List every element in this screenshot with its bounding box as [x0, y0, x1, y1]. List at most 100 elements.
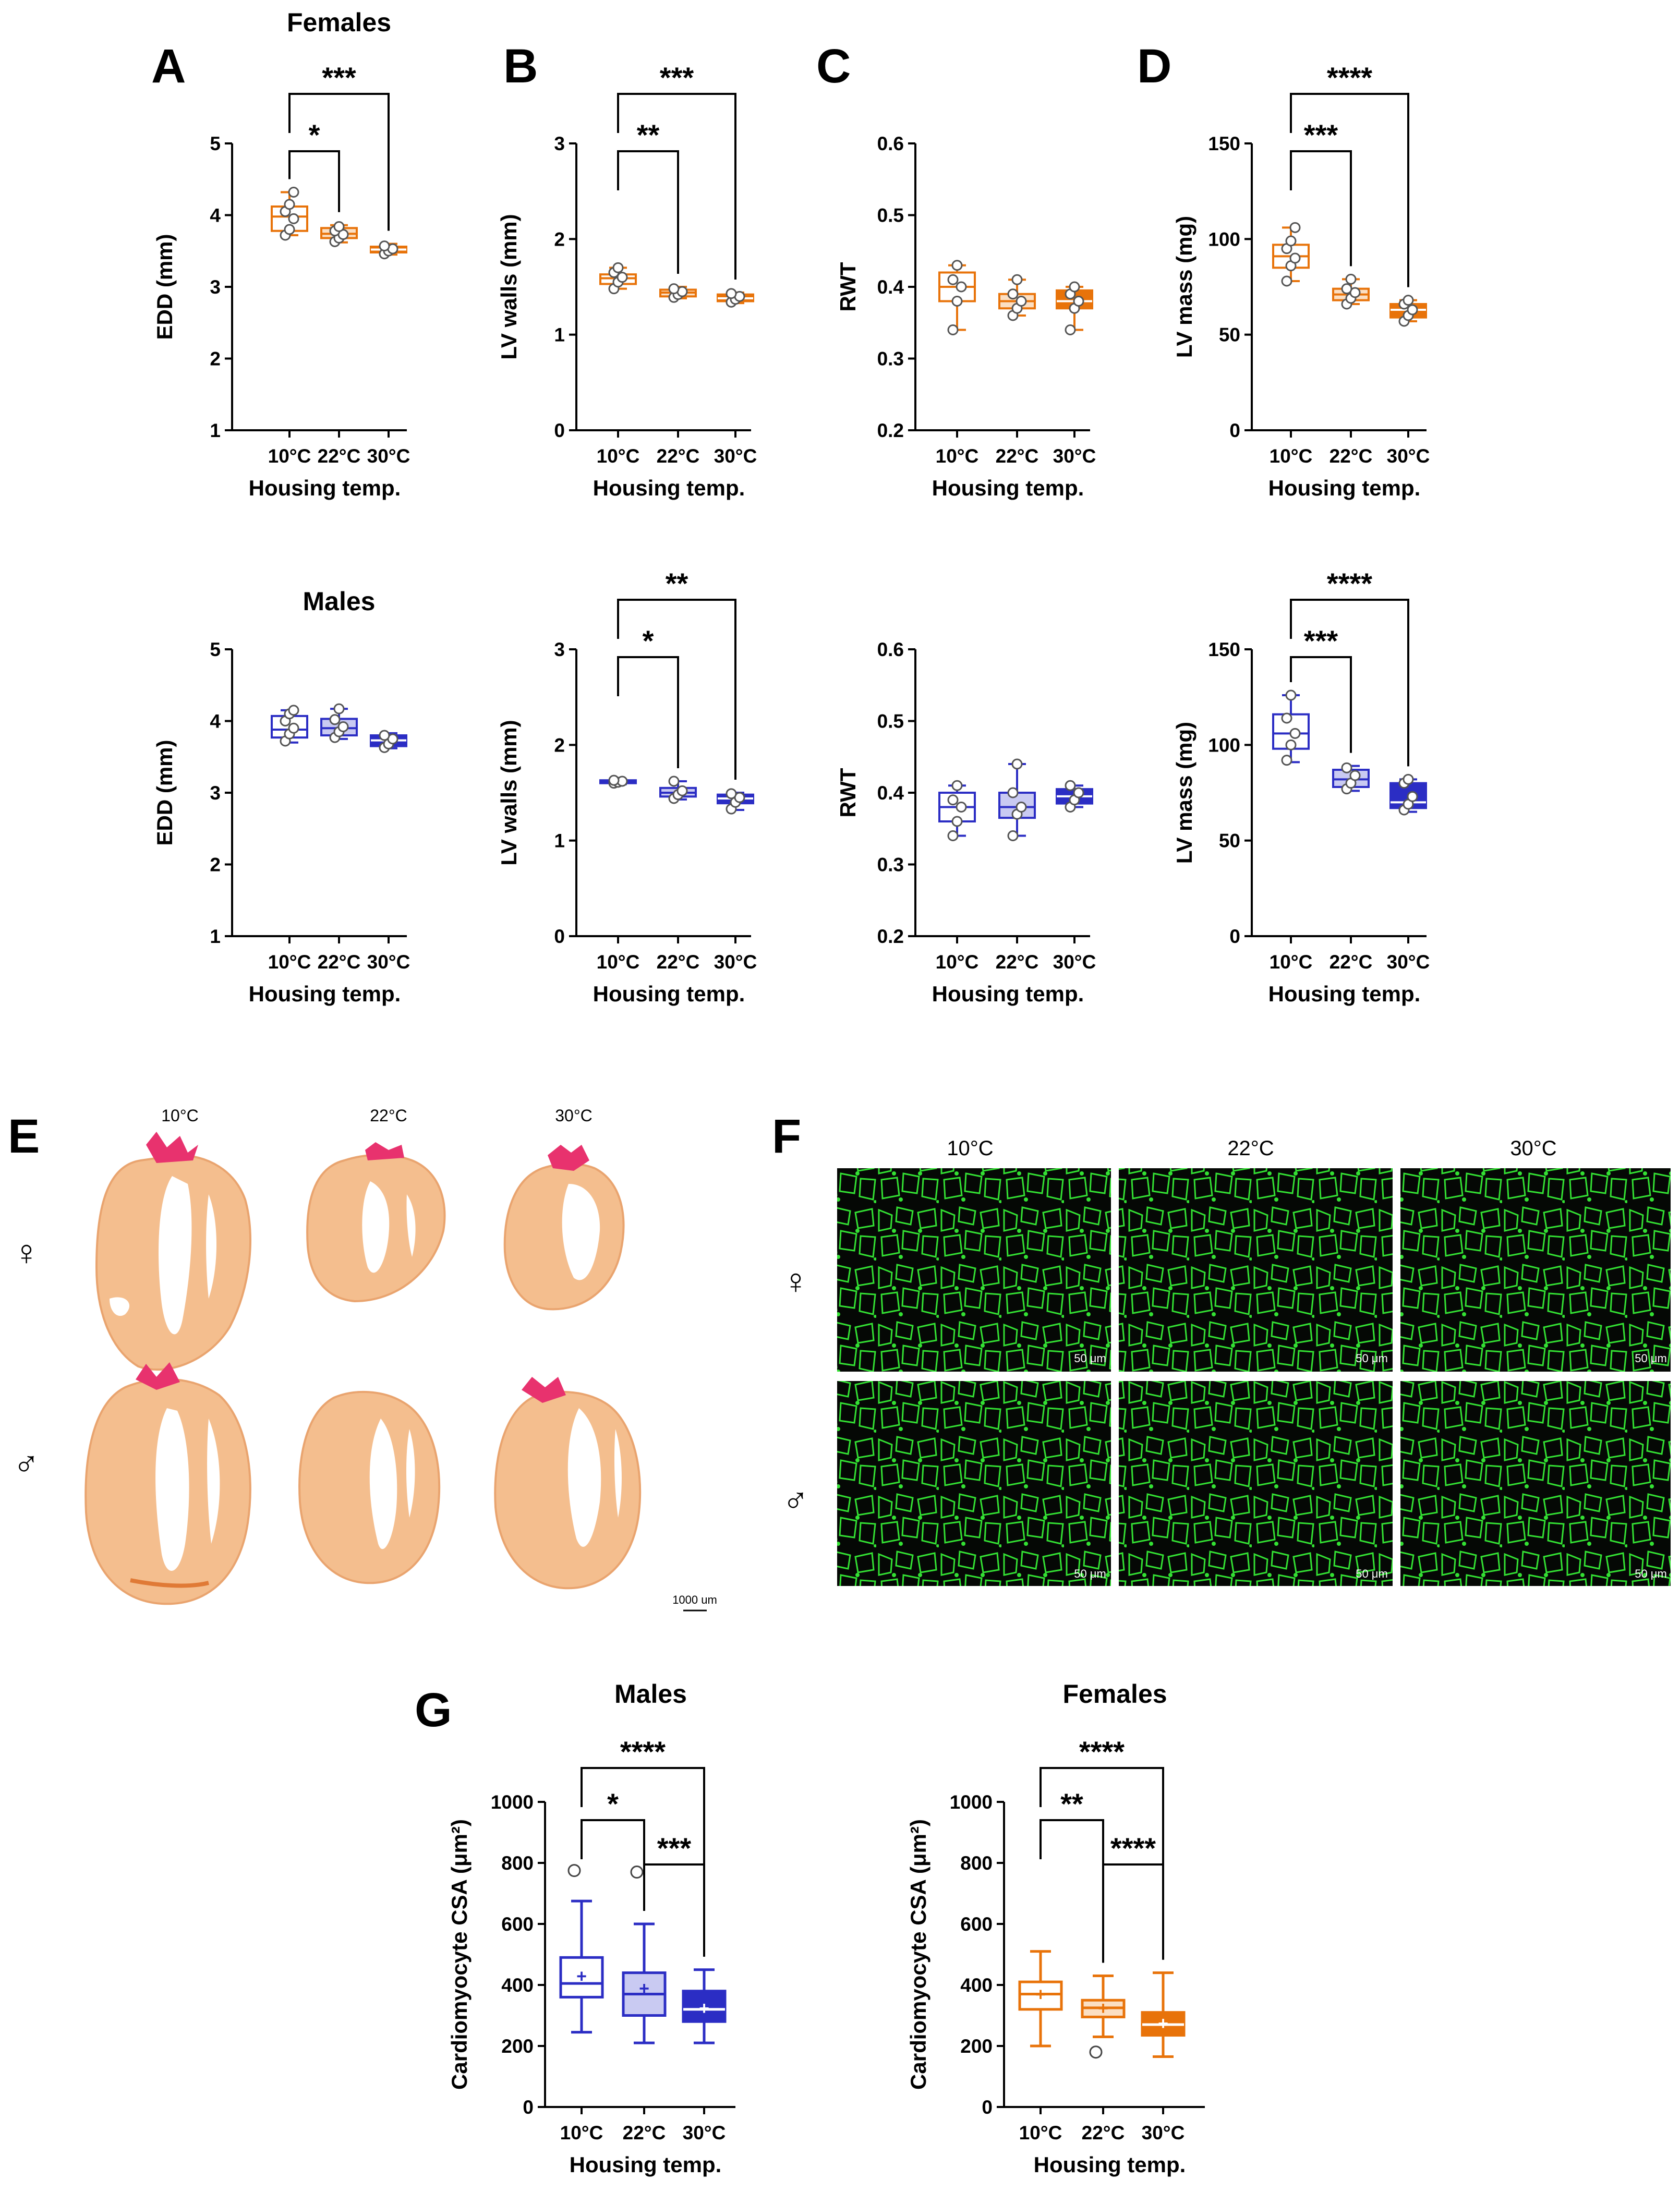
significance-bracket — [1040, 1819, 1104, 1963]
micrograph-scale-label-3: 50 μm — [1635, 1352, 1667, 1365]
panel-f-female-symbol: ♀ — [782, 1262, 809, 1301]
data-point — [1403, 773, 1414, 785]
significance-label: *** — [322, 61, 356, 94]
data-point — [1403, 295, 1414, 306]
data-point — [1011, 758, 1023, 770]
y-tick-label: 200 — [960, 2036, 993, 2057]
females-section-title: Females — [287, 8, 391, 37]
significance-label: **** — [1110, 1832, 1156, 1864]
data-point — [1285, 739, 1297, 750]
x-tick-label: 30°C — [367, 445, 410, 467]
x-tick-label: 22°C — [657, 445, 700, 467]
y-tick-label: 3 — [554, 639, 565, 660]
data-point — [1341, 762, 1352, 773]
y-tick-label: 0.4 — [877, 782, 904, 804]
data-point — [288, 187, 299, 198]
chart-title: Males — [614, 1679, 687, 1709]
outlier-point — [630, 1866, 644, 1879]
chart-edd-females: 1 2 3 4 5 10°C 22°C 30°C Housing temp. EDD (mm) **… — [152, 61, 410, 500]
panel-e-scale-bar-label: 1000 um — [672, 1593, 717, 1606]
data-point — [956, 281, 967, 293]
heart-section-male-22c — [298, 1390, 441, 1584]
chart-lv-mass-males: 0 50 100 150 10°C 22°C 30°C Housing temp. LV mas… — [1172, 567, 1430, 1006]
panel-label-G: G — [415, 1684, 452, 1737]
x-tick-label: 22°C — [1082, 2122, 1125, 2143]
y-axis-label: LV mass (mg) — [1172, 722, 1196, 864]
y-tick-label: 0 — [1229, 420, 1240, 441]
y-axis-label: LV mass (mg) — [1172, 216, 1196, 358]
x-tick-label: 30°C — [714, 445, 757, 467]
panel-label-F: F — [772, 1110, 801, 1163]
x-tick-label: 30°C — [367, 951, 410, 973]
x-tick-label: 10°C — [936, 951, 979, 973]
y-tick-label: 1 — [210, 926, 221, 947]
y-tick-label: 200 — [501, 2036, 534, 2057]
data-point — [1285, 235, 1297, 247]
data-point — [1407, 791, 1418, 802]
y-tick-label: 0.5 — [877, 205, 904, 226]
x-axis-label: Housing temp. — [570, 2152, 722, 2177]
x-axis-label: Housing temp. — [932, 982, 1084, 1006]
mean-marker: + — [1035, 1985, 1046, 2005]
micrograph-female-10c — [837, 1168, 1111, 1372]
x-tick-label: 22°C — [1330, 445, 1373, 467]
significance-label: **** — [1327, 61, 1372, 94]
y-tick-label: 50 — [1219, 830, 1240, 852]
data-point — [1407, 304, 1418, 316]
significance-bracket — [617, 150, 679, 274]
x-tick-label: 30°C — [1387, 445, 1430, 467]
x-tick-label: 10°C — [268, 445, 311, 467]
data-point — [1016, 802, 1027, 813]
data-point — [1011, 274, 1023, 285]
panel-label-B: B — [503, 40, 538, 93]
panel-e-histology: 10°C 22°C 30°C ♀ ♂ — [13, 1106, 717, 1612]
data-point — [951, 780, 963, 791]
significance-bracket — [1290, 93, 1409, 287]
data-point — [1285, 689, 1297, 701]
x-tick-label: 30°C — [1053, 951, 1096, 973]
data-point — [1349, 770, 1361, 781]
micrograph-male-10c — [837, 1381, 1111, 1586]
data-point — [951, 296, 963, 307]
data-point — [1341, 283, 1352, 295]
significance-label: *** — [660, 61, 694, 94]
panel-f-temp-22: 22°C — [1227, 1137, 1274, 1160]
data-point — [329, 714, 341, 725]
significance-label: ** — [1060, 1787, 1083, 1820]
y-tick-label: 1 — [554, 324, 565, 346]
micrograph-female-22c — [1119, 1168, 1393, 1372]
y-tick-label: 400 — [501, 1975, 534, 1996]
y-axis-label: LV walls (mm) — [497, 214, 521, 359]
significance-bracket — [1102, 1863, 1164, 1960]
panel-e-temp-10: 10°C — [161, 1106, 199, 1125]
y-tick-label: 1 — [554, 830, 565, 852]
micrograph-scale-label-4: 50 μm — [1074, 1567, 1106, 1580]
data-point — [333, 221, 345, 232]
data-point — [1065, 324, 1076, 335]
heart-section-female-22c — [306, 1142, 446, 1303]
y-tick-label: 0 — [554, 926, 565, 947]
data-point — [668, 283, 680, 295]
y-tick-label: 400 — [960, 1975, 993, 1996]
data-point — [947, 794, 959, 806]
significance-label: ** — [666, 567, 688, 600]
data-point — [1065, 780, 1076, 791]
y-tick-label: 1000 — [491, 1791, 534, 1813]
significance-bracket — [617, 599, 736, 780]
y-tick-label: 50 — [1219, 324, 1240, 346]
panel-label-C: C — [816, 40, 851, 93]
y-tick-label: 0 — [554, 420, 565, 441]
chart-title: Females — [1062, 1679, 1167, 1709]
x-axis-label: Housing temp. — [1034, 2152, 1186, 2177]
chart-lv-walls-males: 0 1 2 3 10°C 22°C 30°C Housing temp. LV walls (m… — [497, 567, 757, 1006]
y-tick-label: 600 — [501, 1914, 534, 1935]
y-tick-label: 3 — [210, 782, 221, 804]
panel-e-temp-22: 22°C — [370, 1106, 407, 1125]
panel-label-A: A — [151, 40, 186, 93]
micrograph-male-22c — [1119, 1381, 1393, 1586]
significance-label: * — [643, 624, 654, 657]
y-tick-label: 0.3 — [877, 854, 904, 876]
x-axis-label: Housing temp. — [249, 476, 401, 500]
y-tick-label: 100 — [1208, 734, 1240, 756]
